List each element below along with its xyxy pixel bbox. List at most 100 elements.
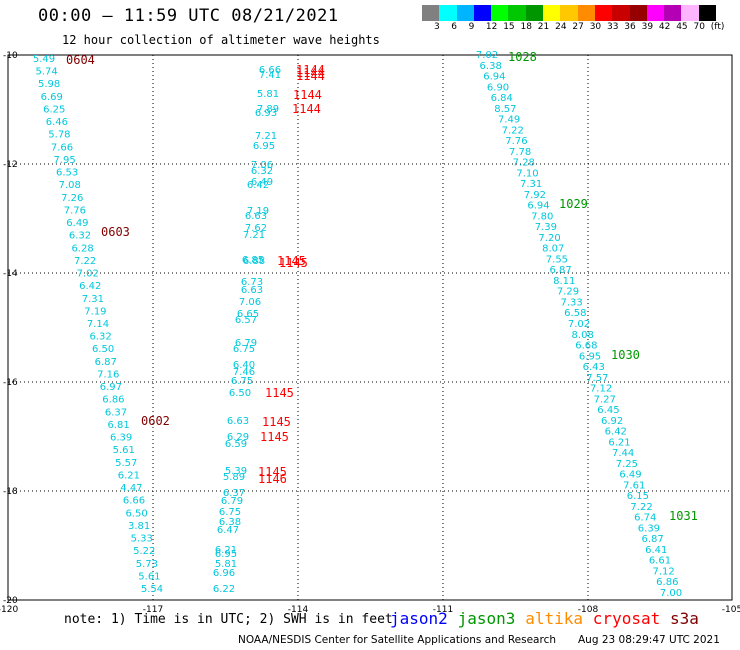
swh-value: 6.94 <box>483 72 505 83</box>
color-swatch <box>491 5 509 21</box>
swh-value: 6.61 <box>649 556 671 567</box>
color-scale-label: 27 <box>572 22 584 32</box>
swh-value: 7.10 <box>516 168 538 179</box>
y-tick-label: -20 <box>3 596 18 606</box>
swh-value: 6.90 <box>487 82 509 93</box>
pass-time-label: 1144 <box>296 63 325 77</box>
swh-value: 5.61 <box>138 571 160 582</box>
swh-value: 7.76 <box>505 136 527 147</box>
swh-value: 6.93 <box>255 108 277 119</box>
swh-value: 5.61 <box>113 445 135 456</box>
swh-value: 7.02 <box>77 269 99 280</box>
swh-value: 6.87 <box>95 357 117 368</box>
swh-value: 7.46 <box>233 367 255 378</box>
swh-value: 7.28 <box>513 158 535 169</box>
color-swatch <box>473 5 492 21</box>
color-scale-label: 15 <box>503 22 515 32</box>
swh-value: 6.53 <box>56 168 78 179</box>
swh-value: 3.81 <box>128 521 150 532</box>
swh-value: 7.27 <box>594 394 616 405</box>
swh-value: 6.75 <box>233 344 255 355</box>
swh-value: 6.42 <box>247 180 269 191</box>
color-scale-label: 24 <box>555 22 567 32</box>
footer-timestamp: Aug 23 08:29:47 UTC 2021 <box>578 634 720 646</box>
swh-value: 6.32 <box>69 231 91 242</box>
color-scale-label: 3 <box>434 22 440 32</box>
swh-value: 6.63 <box>241 285 263 296</box>
color-swatch <box>560 5 578 21</box>
x-tick-label: -108 <box>578 605 599 615</box>
swh-value: 6.66 <box>123 496 145 507</box>
swh-value: 6.32 <box>89 332 111 343</box>
swh-value: 5.98 <box>38 79 60 90</box>
swh-value: 5.33 <box>131 534 153 545</box>
page-title: 00:00 – 11:59 UTC 08/21/2021 <box>38 6 339 26</box>
swh-value: 6.25 <box>43 104 65 115</box>
swh-value: 7.61 <box>623 480 645 491</box>
pass-time-label: 1145 <box>262 415 291 429</box>
swh-value: 6.21 <box>608 437 630 448</box>
swh-value: 6.46 <box>46 117 68 128</box>
swh-value: 7.16 <box>97 369 119 380</box>
legend-item-s3a: s3a <box>670 609 699 628</box>
swh-value: 5.57 <box>115 458 137 469</box>
swh-value: 7.06 <box>251 160 273 171</box>
swh-value: 6.41 <box>645 545 667 556</box>
swh-value: 6.75 <box>231 376 253 387</box>
swh-value: 6.95 <box>215 549 237 560</box>
color-swatch <box>422 5 440 21</box>
swh-value: 6.49 <box>66 218 88 229</box>
color-swatch <box>525 5 544 21</box>
swh-value: 6.15 <box>627 491 649 502</box>
pass-time-label: 1145 <box>279 256 308 270</box>
swh-value: 7.00 <box>660 588 682 599</box>
color-swatch <box>543 5 561 21</box>
y-tick-label: -10 <box>3 51 18 61</box>
swh-value: 7.19 <box>84 306 106 317</box>
swh-value: 6.21 <box>215 545 237 556</box>
color-swatch <box>681 5 699 21</box>
color-swatch <box>698 5 717 21</box>
x-tick-label: -114 <box>288 605 309 615</box>
y-tick-label: -18 <box>3 487 18 497</box>
color-swatch <box>439 5 457 21</box>
y-tick-label: -14 <box>3 269 18 279</box>
x-tick-label: -120 <box>0 605 18 615</box>
y-tick-label: -16 <box>3 378 18 388</box>
pass-time-label: 1144 <box>296 66 325 80</box>
swh-value: 6.94 <box>527 201 549 212</box>
swh-value: 7.33 <box>561 297 583 308</box>
swh-value: 6.63 <box>227 416 249 427</box>
color-scale-label: 12 <box>485 22 498 32</box>
color-swatch <box>508 5 526 21</box>
legend-item-jason3: jason3 <box>457 609 516 628</box>
color-scale-label: 6 <box>451 22 458 32</box>
pass-time-label: 0603 <box>101 225 130 239</box>
swh-value: 7.62 <box>245 223 267 234</box>
swh-value: 6.95 <box>579 351 601 362</box>
swh-value: 7.20 <box>538 233 560 244</box>
swh-value: 7.22 <box>74 256 96 267</box>
swh-value: 7.08 <box>59 180 81 191</box>
swh-value: 6.81 <box>107 420 129 431</box>
swh-value: 6.79 <box>221 496 243 507</box>
swh-value: 6.58 <box>564 308 586 319</box>
swh-value: 5.74 <box>35 67 57 78</box>
pass-time-label: 1145 <box>260 430 289 444</box>
swh-value: 6.66 <box>259 65 281 76</box>
swh-value: 6.88 <box>243 256 265 267</box>
swh-value: 6.49 <box>251 177 273 188</box>
swh-value: 7.95 <box>53 155 75 166</box>
color-scale-label: 9 <box>468 22 475 32</box>
swh-value: 6.79 <box>235 338 257 349</box>
swh-value: 7.66 <box>51 142 73 153</box>
legend-item-jason2: jason2 <box>390 609 448 628</box>
pass-time-label: 1029 <box>559 197 588 211</box>
swh-value: 7.02 <box>568 319 590 330</box>
color-scale-label: 33 <box>607 22 619 32</box>
color-swatch <box>646 5 665 21</box>
swh-value: 6.69 <box>41 92 63 103</box>
swh-value: 6.74 <box>634 513 656 524</box>
swh-value: 6.38 <box>219 517 241 528</box>
swh-value: 6.37 <box>223 488 245 499</box>
